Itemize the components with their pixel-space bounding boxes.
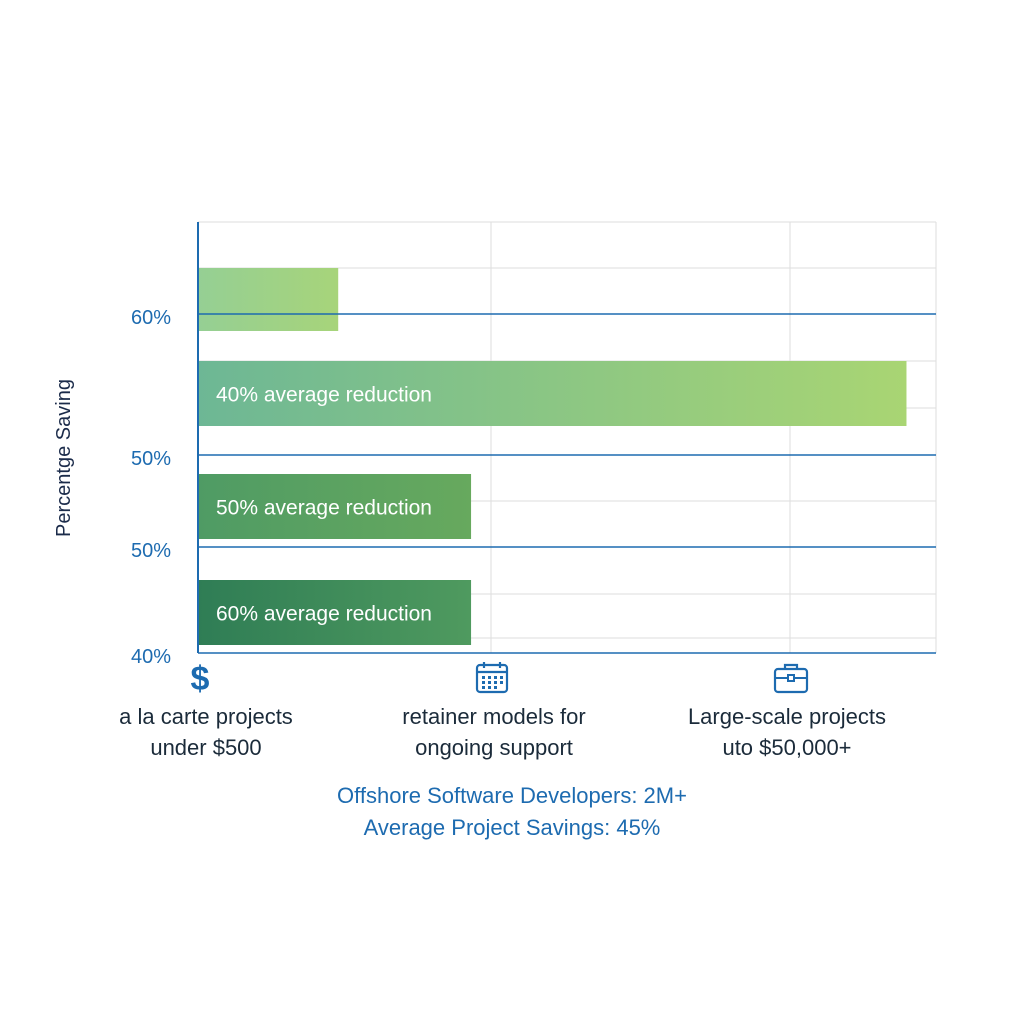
bar-label: 40% average reduction: [216, 384, 432, 407]
category-label-line: under $500: [150, 735, 262, 760]
category-label-line: uto $50,000+: [722, 735, 852, 760]
bar-label: 50% average reduction: [216, 497, 432, 520]
footer-developers-stat: Offshore Software Developers: 2M+: [337, 783, 687, 808]
category-label-a-la-carte: a la carte projects under $500: [76, 701, 336, 763]
y-tick-label: 50%: [131, 540, 171, 562]
y-tick-label: 60%: [131, 307, 171, 329]
dollar-icon: $: [180, 658, 220, 698]
footer-savings-stat: Average Project Savings: 45%: [363, 815, 661, 840]
bar-4: [198, 580, 472, 645]
calendar-icon: [472, 658, 512, 698]
category-label-retainer: retainer models for ongoing support: [364, 701, 624, 763]
bars: 40% average reduction 50% average reducti…: [198, 268, 907, 645]
category-label-line: Large-scale projects: [687, 704, 887, 729]
category-label-line: ongoing support: [415, 735, 573, 760]
category-label-large-scale: Large-scale projects uto $50,000+: [657, 701, 917, 763]
bar-3: [198, 474, 472, 539]
svg-text:$: $: [191, 660, 210, 698]
axes: 60% 50% 50% 40%: [131, 222, 936, 668]
bar-2: [198, 361, 907, 426]
category-label-line: a la carte projects: [119, 704, 293, 729]
category-label-line: retainer models for: [402, 704, 586, 729]
bar-label: 60% average reduction: [216, 603, 432, 626]
footer-stats: Offshore Software Developers: 2M+ Averag…: [0, 780, 1024, 844]
bar-1: [198, 268, 339, 331]
y-tick-label: 50%: [131, 448, 171, 470]
briefcase-icon: [771, 658, 811, 698]
y-axis-label: Percentge Saving: [53, 379, 75, 537]
y-tick-label: 40%: [131, 646, 171, 668]
